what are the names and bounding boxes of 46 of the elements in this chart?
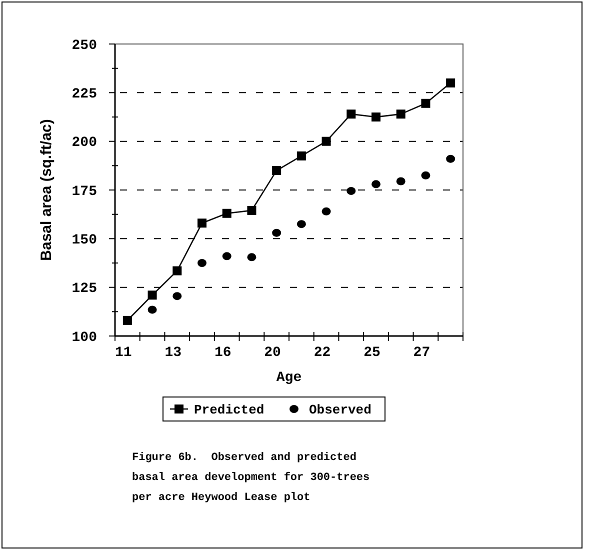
x-tick-label: 20 [264, 345, 281, 361]
point [372, 112, 380, 122]
point [172, 292, 182, 300]
point [247, 253, 256, 262]
point [222, 252, 232, 260]
y-tick-label: 250 [72, 38, 97, 54]
point [272, 228, 282, 237]
caption: Figure 6b. Observed and predicted basal area development for 300-trees per acre Heywood Lease plot [132, 452, 370, 504]
point [346, 186, 356, 195]
y-tick-label: 150 [72, 232, 97, 249]
point [272, 166, 282, 176]
point [198, 259, 206, 267]
x-axis-title: Age [276, 370, 302, 386]
x-tick-label: 11 [115, 345, 132, 361]
point [446, 78, 456, 88]
point [122, 316, 132, 325]
point [172, 266, 182, 276]
x-tick-label: 27 [413, 345, 430, 361]
point [396, 177, 406, 186]
point [346, 110, 356, 119]
y-axis-title: Basal area (sq.ft/ac) [38, 119, 55, 261]
point [446, 154, 456, 163]
y-tick-label: 175 [72, 184, 97, 200]
point [198, 218, 206, 228]
y-tick-label: 125 [72, 281, 97, 298]
point [322, 136, 331, 146]
point [148, 306, 157, 314]
point [322, 207, 331, 216]
x-tick-label: 25 [364, 345, 380, 361]
point [421, 98, 430, 108]
point [247, 206, 256, 215]
point [296, 220, 306, 228]
y-tick-label: 200 [72, 135, 97, 152]
x-tick-label: 22 [314, 345, 331, 361]
legend-label: Observed [309, 402, 372, 418]
legend-label: Predicted [194, 402, 264, 418]
point [421, 171, 430, 180]
x-tick-label: 13 [164, 345, 182, 361]
point [222, 208, 232, 218]
point [372, 180, 380, 188]
x-tick-label: 16 [214, 345, 232, 361]
y-tick-label: 225 [72, 86, 97, 103]
point [296, 151, 306, 160]
y-tick-label: 100 [72, 330, 97, 346]
point [396, 110, 406, 119]
point [148, 290, 157, 300]
